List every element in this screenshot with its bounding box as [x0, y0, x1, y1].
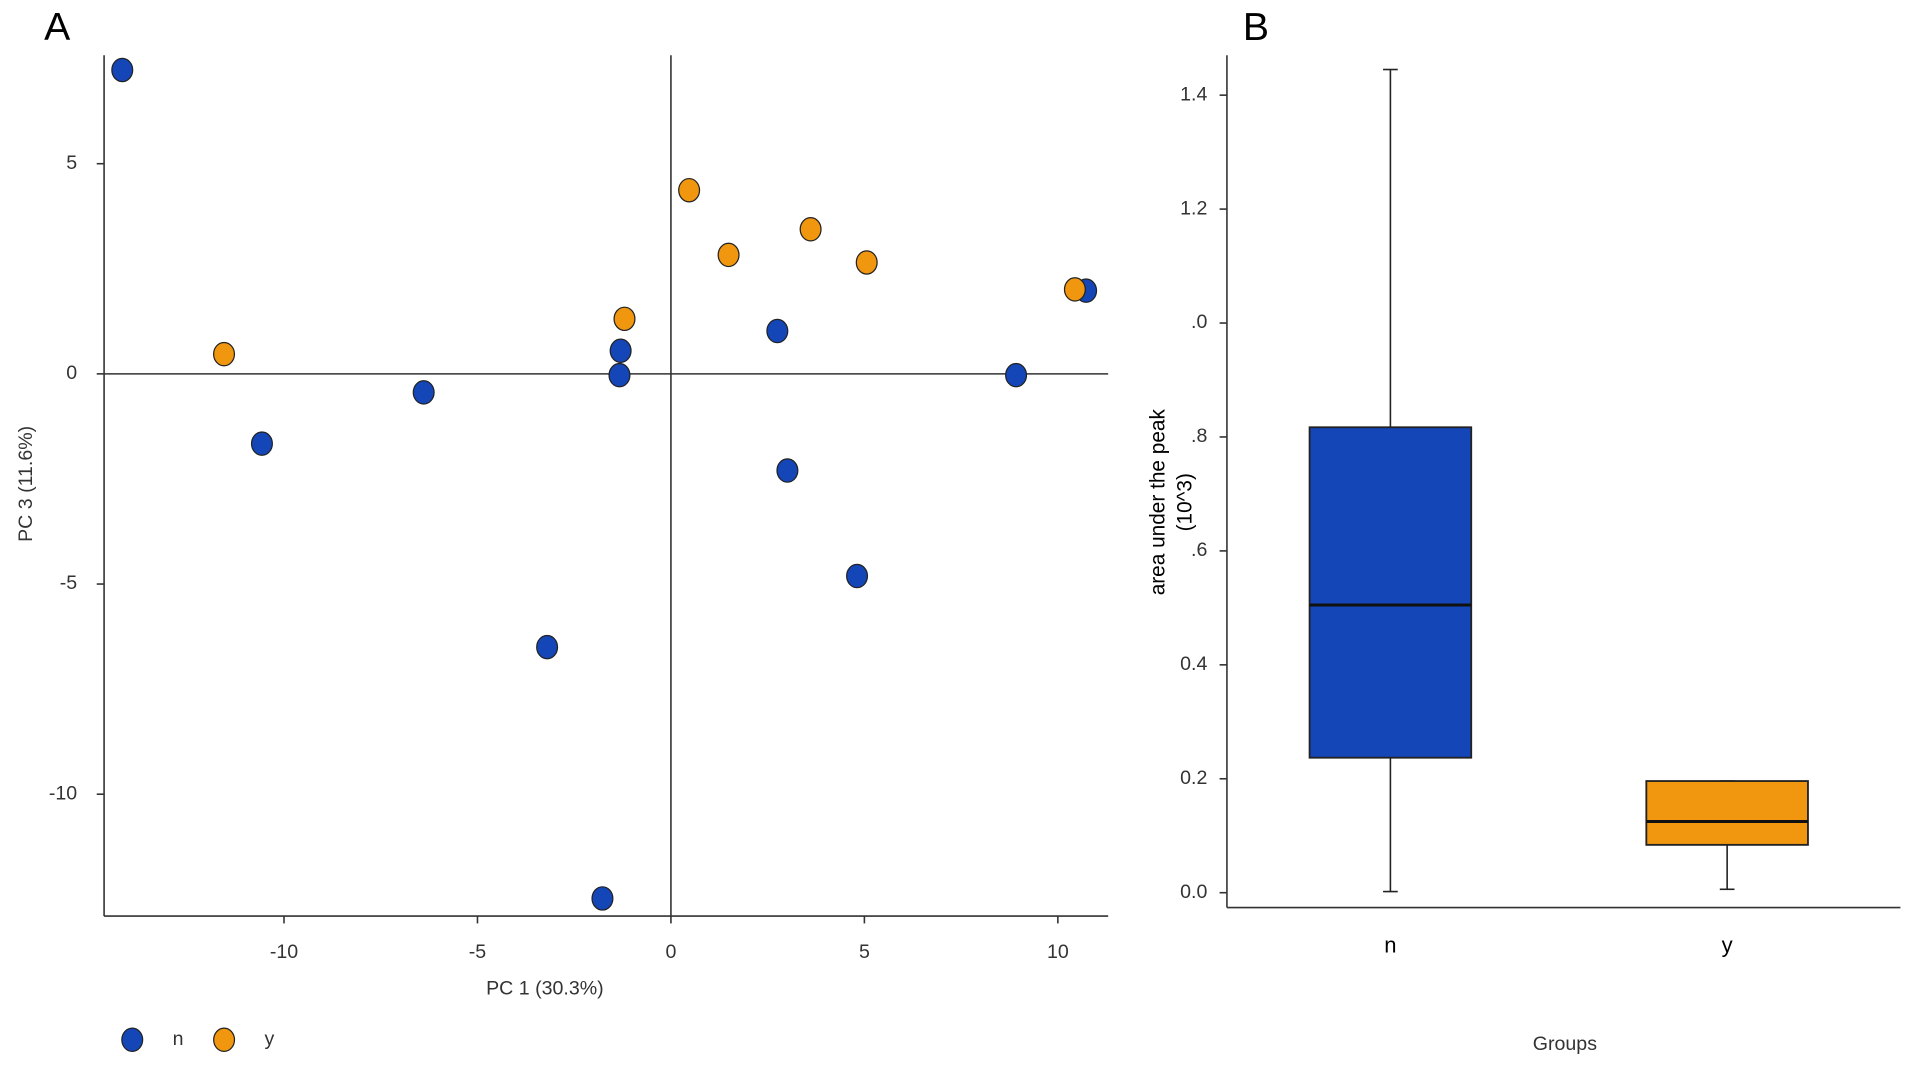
x-axis-label: PC 1 (30.3%) — [486, 978, 604, 1000]
y-tick-label: .8 — [1191, 425, 1207, 447]
point — [855, 250, 878, 275]
y-tick-label: -10 — [49, 782, 77, 804]
x-tick-label: n — [1384, 933, 1396, 958]
point — [412, 380, 435, 405]
y-axis-label: PC 3 (11.6%) — [15, 426, 37, 542]
point — [111, 57, 134, 83]
point — [1063, 277, 1086, 302]
point — [536, 634, 559, 660]
point — [608, 362, 631, 388]
y-axis-label-line: area under the peak — [1146, 409, 1169, 596]
legend-marker — [213, 1027, 236, 1053]
box — [1308, 426, 1473, 759]
panel-label: A — [44, 6, 71, 49]
y-tick-label: .6 — [1191, 539, 1207, 561]
point — [591, 886, 614, 911]
y-tick-label: 0.4 — [1180, 653, 1207, 675]
legend-label: n — [173, 1028, 184, 1050]
point — [213, 341, 236, 367]
x-tick-label: y — [1722, 933, 1733, 958]
point — [1005, 362, 1028, 388]
x-axis-label: Groups — [1533, 1033, 1597, 1055]
panel-label: B — [1243, 6, 1269, 49]
point — [613, 306, 636, 332]
y-tick-label: 0 — [66, 362, 77, 384]
y-tick-label: 1.2 — [1180, 197, 1207, 219]
x-tick-label: -10 — [270, 941, 298, 963]
point — [678, 177, 701, 203]
y-tick-label: -5 — [60, 572, 78, 594]
point — [766, 318, 789, 344]
x-tick-label: 5 — [859, 941, 870, 963]
y-tick-label: 1.4 — [1180, 83, 1207, 105]
point — [776, 458, 799, 483]
y-tick-label: 0.2 — [1180, 767, 1207, 789]
x-tick-label: -5 — [469, 941, 487, 963]
y-tick-label: 5 — [66, 152, 77, 174]
point — [846, 563, 869, 589]
point — [250, 431, 273, 456]
point — [717, 242, 740, 268]
legend-marker — [121, 1027, 144, 1053]
point — [799, 217, 822, 242]
y-axis-label: area under the peak (10^3) — [1146, 409, 1196, 596]
legend-label: y — [264, 1028, 274, 1050]
y-tick-label: 0.0 — [1180, 881, 1207, 903]
box — [1645, 780, 1809, 846]
x-tick-label: 0 — [665, 941, 676, 963]
y-axis-label-line: (10^3) — [1173, 473, 1196, 531]
x-tick-label: 10 — [1047, 941, 1069, 963]
point — [609, 338, 632, 364]
y-tick-label: .0 — [1191, 311, 1207, 333]
